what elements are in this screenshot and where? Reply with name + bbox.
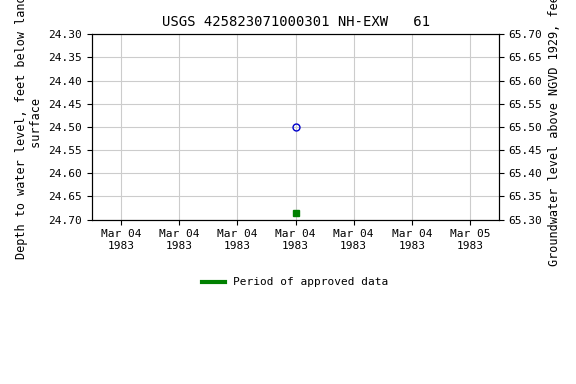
Y-axis label: Groundwater level above NGVD 1929, feet: Groundwater level above NGVD 1929, feet — [548, 0, 561, 266]
Y-axis label: Depth to water level, feet below land
 surface: Depth to water level, feet below land su… — [15, 0, 43, 259]
Legend: Period of approved data: Period of approved data — [198, 273, 393, 292]
Title: USGS 425823071000301 NH-EXW   61: USGS 425823071000301 NH-EXW 61 — [161, 15, 430, 29]
